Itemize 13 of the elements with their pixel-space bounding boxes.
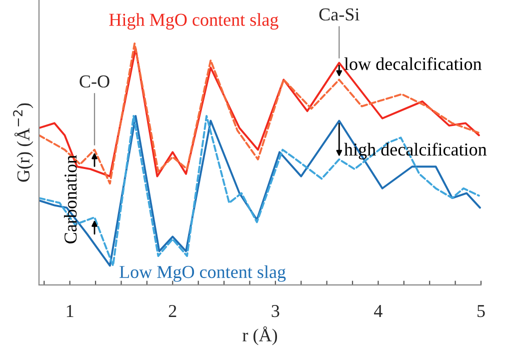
x-tick-label: 4 [374,305,382,317]
annotation: Ca-Si [319,8,360,21]
annotation: Low MgO content slag [120,265,286,282]
x-tick-label: 2 [168,304,176,317]
text: High MgO content slag [109,13,278,30]
y-axis-title: G(r) (Å$^{−2}$) [13,103,34,182]
annotation: low decalcification [344,57,482,70]
x-tick-label: 5 [478,305,485,318]
x-tick-label: 3 [272,304,280,318]
annotation: C-O [80,75,110,88]
annotation: Carbonation [64,155,77,244]
x-tick-label: 1 [66,305,74,317]
x-axis-title: r (Å) [242,326,278,346]
